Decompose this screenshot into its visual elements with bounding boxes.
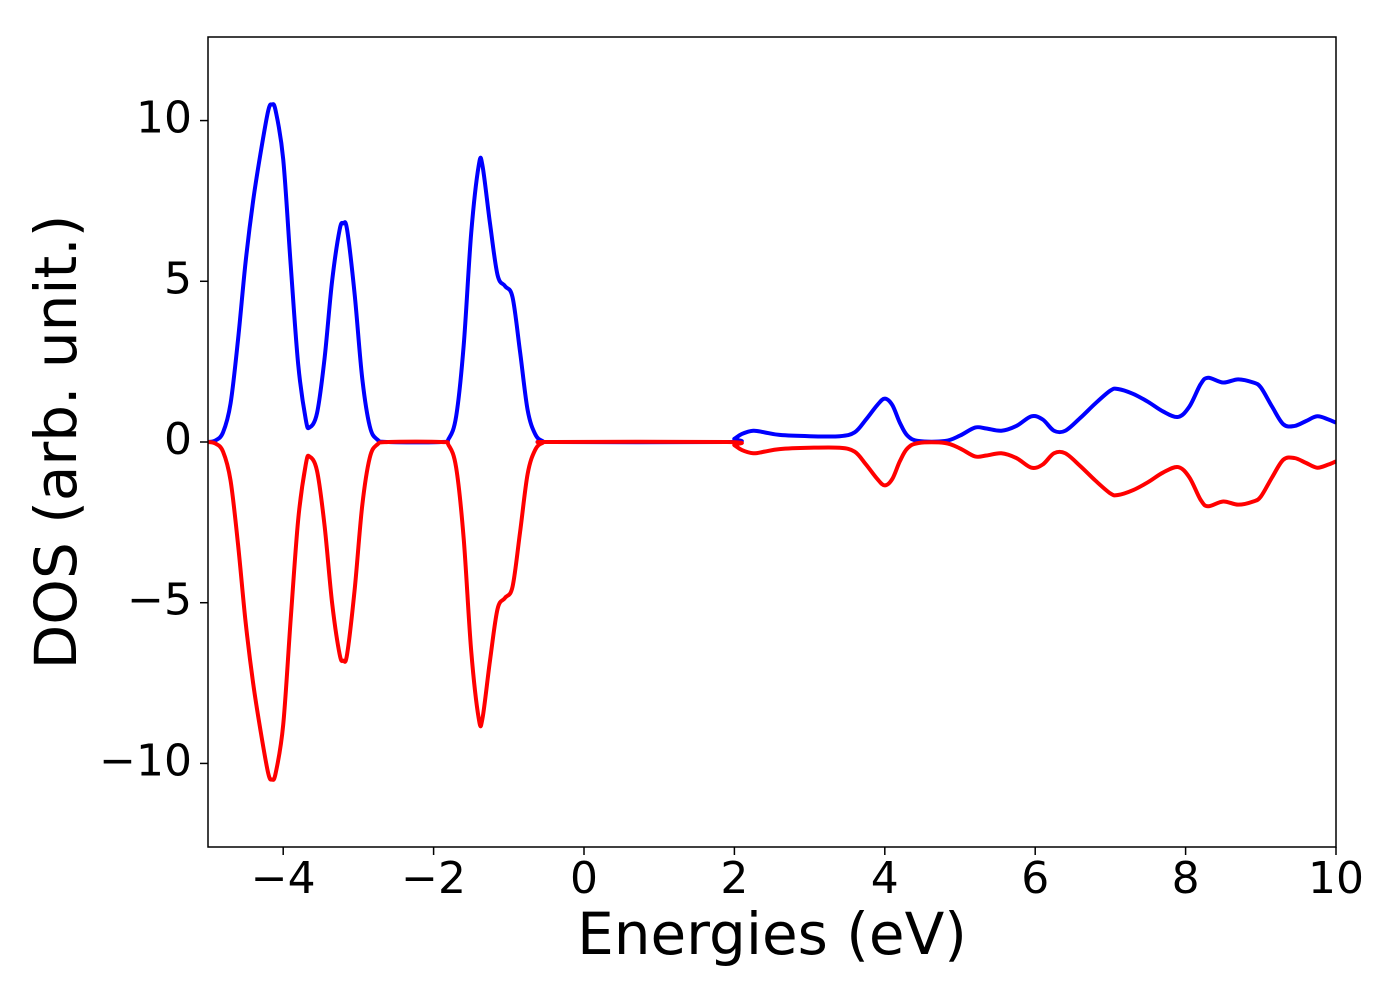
- x-tick-label: −4: [251, 853, 316, 904]
- y-tick-label: 10: [136, 93, 192, 144]
- y-tick-label: −5: [127, 575, 192, 626]
- y-tick-label: 5: [164, 253, 192, 304]
- plot-frame: [207, 36, 1337, 848]
- dos-line: [208, 102, 1336, 445]
- y-tick-label: −10: [99, 735, 192, 786]
- dos-line: [208, 439, 1336, 782]
- x-tick-label: 10: [1308, 853, 1364, 904]
- x-tick-label: 2: [720, 853, 748, 904]
- y-axis-label: DOS (arb. unit.): [22, 215, 90, 670]
- x-tick-label: 8: [1172, 853, 1200, 904]
- x-tick-label: 4: [871, 853, 899, 904]
- x-tick-label: −2: [401, 853, 466, 904]
- x-tick-label: 0: [570, 853, 598, 904]
- x-tick-label: 6: [1021, 853, 1049, 904]
- y-tick-label: 0: [164, 414, 192, 465]
- x-axis-label: Energies (eV): [577, 900, 967, 968]
